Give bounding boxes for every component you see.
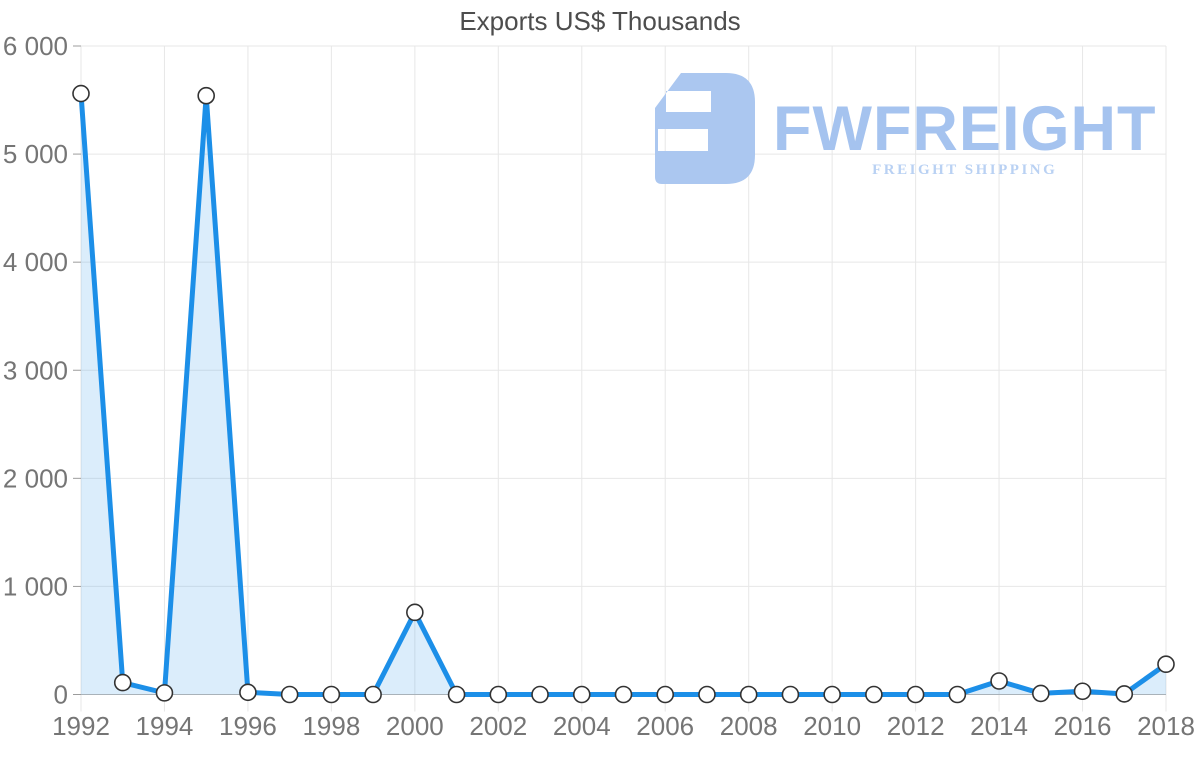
data-point-1998[interactable] — [322, 685, 341, 704]
x-axis-label: 2016 — [1054, 711, 1112, 741]
brand-logo: FWFREIGHT FREIGHT SHIPPING — [650, 72, 1156, 185]
data-point-2015[interactable] — [1032, 684, 1050, 703]
data-point-2005[interactable] — [614, 685, 633, 704]
data-point-2016[interactable] — [1073, 682, 1092, 701]
x-axis-label: 2002 — [469, 711, 527, 741]
data-point-2008[interactable] — [739, 685, 758, 704]
data-point-2009[interactable] — [781, 685, 800, 704]
data-point-2004[interactable] — [572, 685, 591, 704]
series-area-fill — [81, 93, 1166, 695]
x-axis-label: 1996 — [219, 711, 277, 741]
x-axis-label: 2010 — [803, 711, 861, 741]
x-axis-label: 1998 — [302, 711, 360, 741]
fwfreight-monogram-icon — [655, 73, 755, 184]
data-point-2011[interactable] — [865, 685, 883, 704]
data-point-2003[interactable] — [531, 685, 549, 704]
x-axis-label: 2014 — [970, 711, 1028, 741]
data-point-2012[interactable] — [906, 685, 925, 704]
data-point-1995[interactable] — [197, 86, 215, 105]
data-point-1992[interactable] — [72, 84, 90, 103]
x-axis-label: 2000 — [386, 711, 444, 741]
x-axis-label: 2018 — [1137, 711, 1195, 741]
data-point-2013[interactable] — [948, 685, 967, 704]
y-axis-label: 5 000 — [3, 139, 68, 169]
data-point-2001[interactable] — [447, 685, 466, 704]
data-point-1999[interactable] — [364, 685, 382, 704]
y-axis-label: 4 000 — [3, 247, 68, 277]
x-axis-label: 1992 — [52, 711, 110, 741]
data-point-2007[interactable] — [698, 685, 716, 704]
data-point-2014[interactable] — [990, 672, 1008, 690]
data-point-2000[interactable] — [406, 603, 424, 622]
data-point-1996[interactable] — [239, 683, 257, 702]
x-axis-label: 1994 — [136, 711, 194, 741]
data-point-2018[interactable] — [1157, 655, 1175, 674]
brand-name: FWFREIGHT — [773, 94, 1157, 164]
y-axis-label: 3 000 — [3, 355, 68, 385]
data-point-2010[interactable] — [823, 685, 841, 704]
data-point-1993[interactable] — [113, 673, 132, 692]
y-axis-label: 2 000 — [3, 463, 68, 493]
x-axis-label: 2006 — [636, 711, 694, 741]
y-axis-label: 6 000 — [3, 31, 68, 61]
y-axis-label: 0 — [54, 680, 68, 710]
data-point-1997[interactable] — [280, 685, 299, 704]
y-axis-label: 1 000 — [3, 571, 68, 601]
data-point-1994[interactable] — [155, 684, 174, 702]
x-axis-label: 2008 — [720, 711, 778, 741]
brand-text-block: FWFREIGHT FREIGHT SHIPPING — [773, 94, 1157, 179]
data-point-2002[interactable] — [489, 685, 508, 704]
x-axis-label: 2004 — [553, 711, 611, 741]
data-point-2017[interactable] — [1115, 685, 1134, 703]
x-axis-label: 2012 — [887, 711, 945, 741]
chart-title: Exports US$ Thousands — [459, 6, 741, 36]
brand-tagline: FREIGHT SHIPPING — [872, 161, 1058, 178]
data-point-2006[interactable] — [656, 685, 675, 704]
